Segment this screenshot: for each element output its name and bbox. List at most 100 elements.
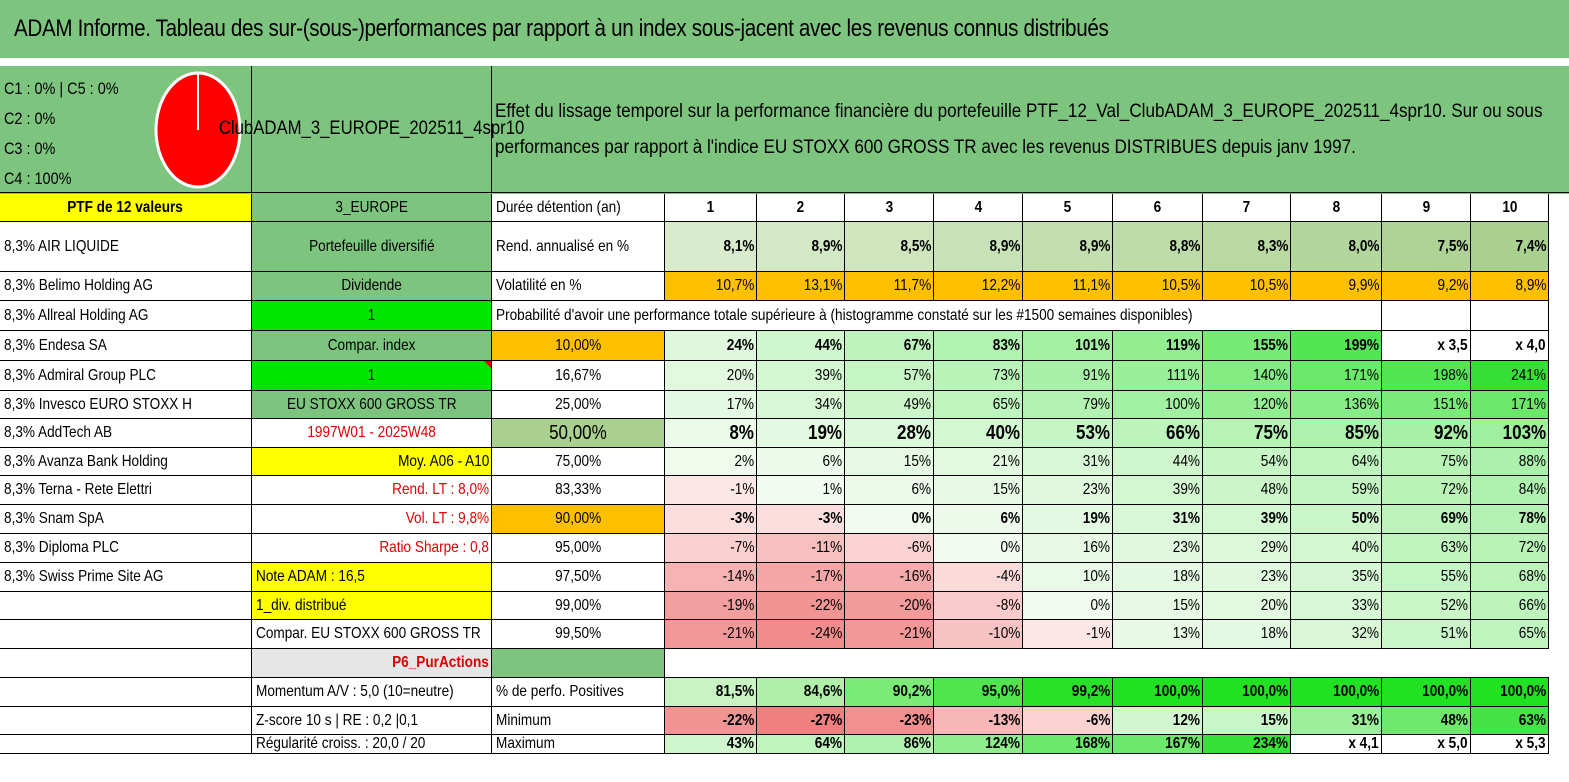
annual-return-value: 8,9% (1023, 222, 1113, 272)
minimum-value: -13% (934, 707, 1023, 735)
probability-value: 48% (1203, 476, 1291, 505)
positive-perf-value: 81,5% (665, 678, 757, 707)
probability-value: 24% (665, 331, 757, 361)
holding-item (0, 592, 252, 620)
minimum-value: 15% (1203, 707, 1291, 735)
maximum-value: x 5,0 (1382, 735, 1471, 754)
probability-level: 99,50% (492, 620, 665, 649)
adam-score: Note ADAM : 16,5 (252, 563, 492, 592)
probability-value: 15% (934, 476, 1023, 505)
dividend-label: Dividende (252, 272, 492, 301)
maximum-value: 168% (1023, 735, 1113, 754)
maximum-value: 86% (845, 735, 934, 754)
empty-cell (0, 649, 252, 678)
holding-item: 8,3% AddTech AB (0, 419, 252, 448)
annual-return-value: 8,9% (934, 222, 1023, 272)
positive-perf-value: 95,0% (934, 678, 1023, 707)
probability-value: 10% (1023, 563, 1113, 592)
momentum-label: Momentum A/V : 5,0 (10=neutre) (252, 678, 492, 707)
holding-item: 8,3% Belimo Holding AG (0, 272, 252, 301)
annual-return-value: 8,5% (845, 222, 934, 272)
empty-cell (0, 707, 252, 735)
probability-value: 103% (1471, 419, 1549, 448)
probability-level: 90,00% (492, 505, 665, 534)
duration-year: 6 (1113, 194, 1203, 222)
average-label: Moy. A06 - A10 (252, 448, 492, 476)
probability-value: 69% (1382, 505, 1471, 534)
probability-value: 67% (845, 331, 934, 361)
probability-value: 83% (934, 331, 1023, 361)
probability-value: 20% (1203, 592, 1291, 620)
category-line: C3 : 0% (4, 139, 56, 158)
minimum-value: -27% (757, 707, 845, 735)
maximum-value: 43% (665, 735, 757, 754)
maximum-value: 234% (1203, 735, 1291, 754)
positive-perf-value: 100,0% (1113, 678, 1203, 707)
minimum-label: Minimum (492, 707, 665, 735)
maximum-value: 167% (1113, 735, 1203, 754)
maximum-value: 64% (757, 735, 845, 754)
annual-return-label: Rend. annualisé en % (492, 222, 665, 272)
probability-value: 88% (1471, 448, 1549, 476)
minimum-value: 48% (1382, 707, 1471, 735)
probability-value: 23% (1113, 534, 1203, 563)
probability-value: 72% (1471, 534, 1549, 563)
probability-level: 95,00% (492, 534, 665, 563)
empty-cell (492, 649, 665, 678)
probability-value: 54% (1203, 448, 1291, 476)
probability-value: -11% (757, 534, 845, 563)
probability-value: 23% (1023, 476, 1113, 505)
probability-value: 84% (1471, 476, 1549, 505)
probability-value: 18% (1113, 563, 1203, 592)
probability-value: -10% (934, 620, 1023, 649)
probability-value: 171% (1471, 391, 1549, 419)
probability-value: -6% (845, 534, 934, 563)
annual-return-value: 8,3% (1203, 222, 1291, 272)
probability-value: 75% (1203, 419, 1291, 448)
holding-item: 8,3% Admiral Group PLC (0, 361, 252, 391)
probability-value: 0% (934, 534, 1023, 563)
probability-value: 18% (1203, 620, 1291, 649)
probability-value: -4% (934, 563, 1023, 592)
probability-value: 39% (757, 361, 845, 391)
probability-value: 51% (1382, 620, 1471, 649)
probability-value: 28% (845, 419, 934, 448)
annual-return-value: 8,9% (757, 222, 845, 272)
volatility-value: 12,2% (934, 272, 1023, 301)
regularity-label: Régularité croiss. : 20,0 / 20 (252, 735, 492, 754)
probability-value: 119% (1113, 331, 1203, 361)
probability-value: 65% (1471, 620, 1549, 649)
probability-level: 16,67% (492, 361, 665, 391)
maximum-value: x 4,1 (1291, 735, 1382, 754)
duration-year: 9 (1382, 194, 1471, 222)
probability-value: 75% (1382, 448, 1471, 476)
dividend-value: 1 (252, 301, 492, 331)
minimum-value: -22% (665, 707, 757, 735)
annual-return-value: 8,1% (665, 222, 757, 272)
probability-level: 83,33% (492, 476, 665, 505)
volatility-value: 10,5% (1203, 272, 1291, 301)
holding-item: 8,3% Invesco EURO STOXX H (0, 391, 252, 419)
annual-return-value: 7,4% (1471, 222, 1549, 272)
probability-value: 16% (1023, 534, 1113, 563)
empty-cell (0, 678, 252, 707)
holding-item: 8,3% Endesa SA (0, 331, 252, 361)
probability-value: 6% (757, 448, 845, 476)
probability-value: 140% (1203, 361, 1291, 391)
probability-value: 53% (1023, 419, 1113, 448)
probability-value: 33% (1291, 592, 1382, 620)
probability-value: 198% (1382, 361, 1471, 391)
probability-value: 32% (1291, 620, 1382, 649)
empty-cell (0, 735, 252, 754)
minimum-value: -6% (1023, 707, 1113, 735)
holding-item: 8,3% Diploma PLC (0, 534, 252, 563)
probability-value: 68% (1471, 563, 1549, 592)
probability-value: 65% (934, 391, 1023, 419)
volatility-value: 9,9% (1291, 272, 1382, 301)
probability-level: 25,00% (492, 391, 665, 419)
positive-perf-value: 99,2% (1023, 678, 1113, 707)
probability-value: 20% (665, 361, 757, 391)
header-band (0, 66, 1569, 194)
holding-item (0, 620, 252, 649)
probability-value: 31% (1023, 448, 1113, 476)
